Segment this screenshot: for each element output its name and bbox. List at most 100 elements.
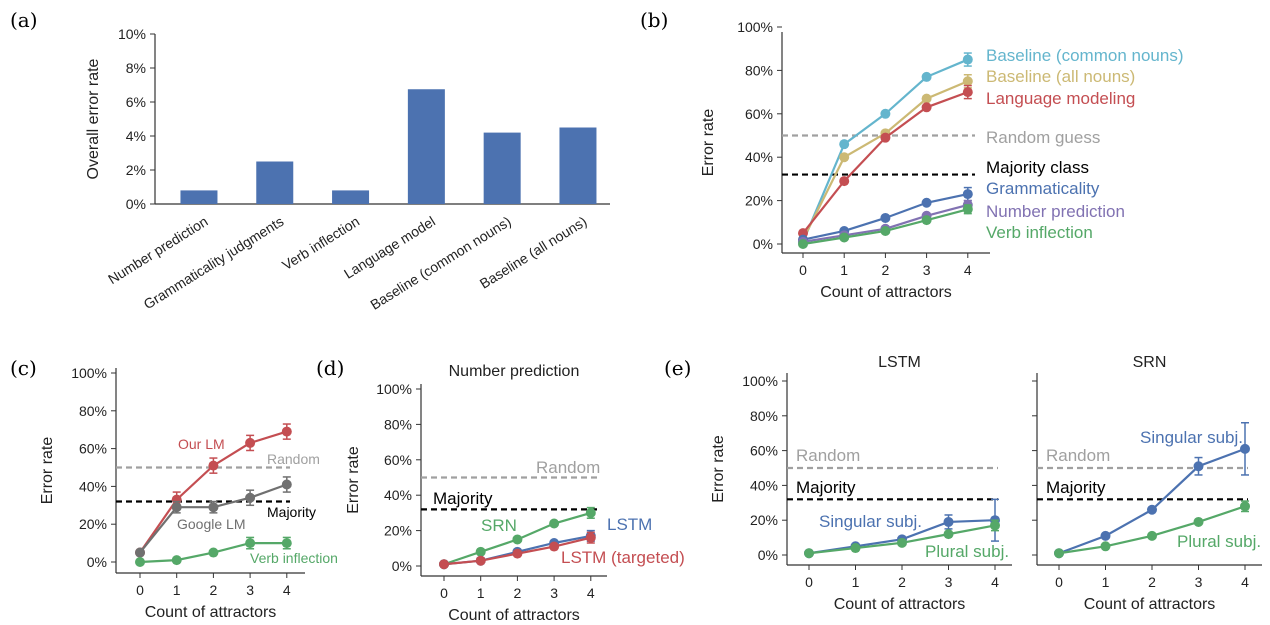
data-point (1100, 530, 1111, 541)
data-point (839, 176, 850, 187)
y-tick-label: 60% (745, 106, 773, 122)
data-point (512, 548, 523, 559)
data-point (839, 152, 850, 163)
data-point (475, 546, 486, 557)
x-tick-label: 3 (550, 585, 558, 601)
data-point (281, 426, 292, 437)
y-tick-label: 20% (745, 193, 773, 209)
y-axis-label: Overall error rate (85, 58, 102, 179)
y-tick-label: 100% (737, 19, 773, 35)
data-point (962, 54, 973, 65)
data-point (171, 555, 182, 566)
data-point (1147, 530, 1157, 541)
data-point (839, 232, 850, 243)
data-point (880, 225, 891, 236)
series-label-3: Language modeling (986, 89, 1135, 108)
data-point (921, 215, 932, 226)
data-point (208, 460, 219, 471)
data-point (208, 547, 219, 558)
series-label-3: Verb inflection (250, 550, 338, 566)
x-axis-label: Count of attractors (448, 607, 580, 624)
y-tick-label: 100% (376, 381, 412, 397)
y-tick-label: 80% (384, 416, 412, 432)
y-tick-label: 60% (79, 441, 107, 457)
data-point (208, 502, 219, 513)
x-tick-label: 4 (991, 574, 999, 590)
data-point (962, 189, 973, 200)
data-point (962, 76, 973, 87)
y-tick-label: 40% (79, 478, 107, 494)
y-tick-label: 0% (392, 558, 412, 574)
data-point (135, 557, 145, 567)
x-axis-label: Count of attractors (145, 604, 277, 621)
data-point (880, 212, 891, 223)
bar-5 (483, 132, 521, 204)
chart-e-srn: 0 1 2 3 4 Count of attractors SRN Singular subj… (1032, 354, 1262, 613)
x-tick-label: 0 (1055, 574, 1063, 590)
series-label-4: Grammaticality (986, 179, 1100, 198)
data-point (921, 197, 932, 208)
data-point (585, 532, 596, 543)
y-tick-label: 20% (750, 512, 778, 528)
series-label-1: Singular subj. (1140, 428, 1243, 447)
reference-label-1: Random guess (986, 128, 1100, 147)
chart-e-lstm: 0% 20% 40% 60% 80% 100% 0 1 2 3 4 Count of attracto… (710, 354, 1012, 613)
data-point (1100, 541, 1111, 552)
y-tick-label: 0% (753, 236, 773, 252)
bar-1 (180, 190, 218, 204)
reference-label-1: Random (796, 446, 860, 465)
data-point (439, 559, 449, 570)
panel-letter-b: (b) (640, 8, 668, 32)
data-point (1240, 501, 1250, 512)
data-point (880, 108, 891, 119)
chart-title: SRN (1133, 354, 1167, 371)
bar-3 (332, 190, 370, 204)
x-tick-label: 2 (514, 585, 522, 601)
y-axis-label: Error rate (700, 109, 717, 177)
chart-title: LSTM (878, 354, 921, 371)
y-tick-label: 20% (384, 523, 412, 539)
x-tick-label: 0 (799, 262, 807, 278)
chart-title: Number prediction (449, 363, 580, 380)
data-point (512, 534, 523, 545)
x-axis-label: Count of attractors (1084, 596, 1216, 613)
series-label-2: LSTM (607, 515, 652, 534)
x-tick-label: 4 (587, 585, 595, 601)
series-label-5: Number prediction (986, 202, 1125, 221)
reference-label-2: Majority (1046, 478, 1106, 497)
data-point (171, 502, 182, 513)
y-tick-label: 40% (750, 477, 778, 493)
series-label-2: Plural subj. (1177, 532, 1261, 551)
series-label-1: Singular subj. (819, 512, 922, 531)
x-tick-label: 4 (283, 582, 291, 598)
series-label-2: Google LM (177, 516, 245, 532)
series-label-1: SRN (481, 516, 517, 535)
x-tick-label: 3 (246, 582, 254, 598)
y-tick-label: 8% (126, 60, 146, 76)
y-axis-label: Error rate (710, 435, 727, 503)
data-point (943, 529, 954, 540)
y-tick-label: 60% (750, 443, 778, 459)
data-point (962, 204, 973, 215)
panel-letter-c: (c) (10, 356, 37, 380)
y-axis-label: Error rate (39, 437, 56, 505)
panel-letter-d: (d) (316, 356, 344, 380)
y-tick-label: 40% (745, 149, 773, 165)
reference-label-1: Random (267, 451, 320, 467)
x-tick-label: 2 (882, 262, 890, 278)
series-label-1: Our LM (178, 436, 225, 452)
x-tick-label: 4 (964, 262, 972, 278)
x-tick-label: 4 (1241, 574, 1249, 590)
y-tick-label: 100% (71, 365, 107, 381)
y-tick-label: 6% (126, 94, 146, 110)
series-label-6: Verb inflection (986, 223, 1093, 242)
reference-label-2: Majority (433, 489, 493, 508)
y-tick-label: 100% (742, 373, 778, 389)
data-point (990, 520, 1000, 531)
data-point (897, 537, 907, 548)
chart-b: 0% 20% 40% 60% 80% 100% 0 1 2 3 4 Count of attracto… (700, 19, 1183, 301)
data-point (921, 71, 932, 82)
data-point (549, 541, 560, 552)
data-point (245, 492, 256, 503)
data-point (245, 538, 256, 549)
